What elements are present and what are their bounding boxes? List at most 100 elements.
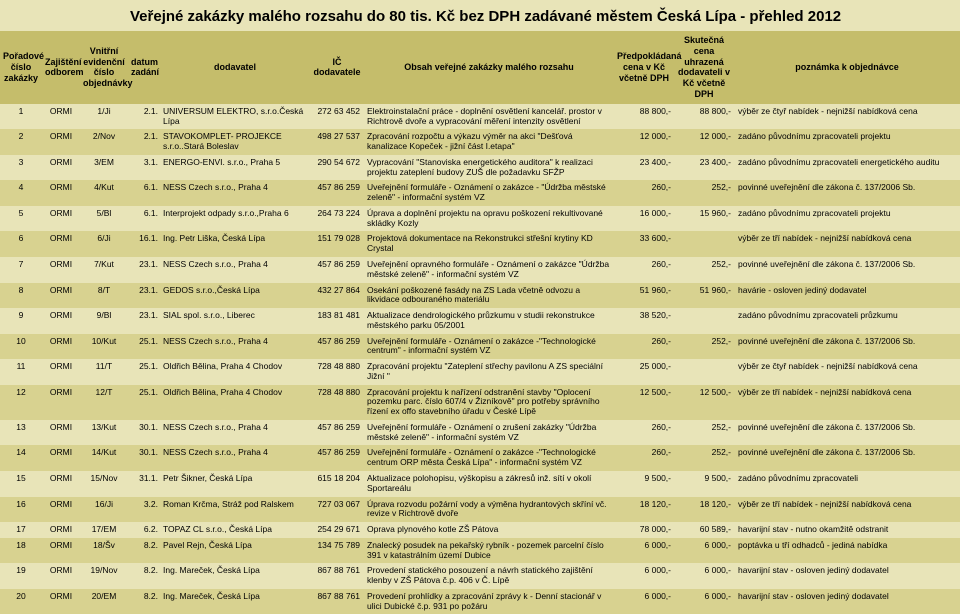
cell-supplier: Ing. Petr Liška, Česká Lípa	[160, 231, 310, 257]
cell-num: 16	[0, 497, 42, 523]
cell-price-expected: 12 500,-	[614, 385, 674, 420]
table-row: 10ORMI10/Kut25.1.NESS Czech s.r.o., Prah…	[0, 334, 960, 360]
table-row: 3ORMI3/EM3.1.ENERGO-ENVI. s.r.o., Praha …	[0, 155, 960, 181]
cell-subject: Zpracování projektu k nařízení odstraněn…	[364, 385, 614, 420]
page-title: Veřejné zakázky malého rozsahu do 80 tis…	[0, 0, 960, 31]
cell-date: 3.1.	[128, 155, 160, 181]
cell-price-actual: 252,-	[674, 180, 734, 206]
cell-date: 25.1.	[128, 385, 160, 420]
cell-supplier: Oldřich Bělina, Praha 4 Chodov	[160, 359, 310, 385]
cell-num: 11	[0, 359, 42, 385]
cell-supplier: Ing. Mareček, Česká Lípa	[160, 589, 310, 614]
cell-price-actual: 88 800,-	[674, 104, 734, 130]
cell-note: havárie - osloven jediný dodavatel	[734, 283, 960, 309]
table-row: 17ORMI17/EM6.2.TOPAZ CL s.r.o., Česká Lí…	[0, 522, 960, 538]
cell-date: 25.1.	[128, 359, 160, 385]
cell-supplier: Interprojekt odpady s.r.o.,Praha 6	[160, 206, 310, 232]
cell-price-actual: 12 500,-	[674, 385, 734, 420]
cell-note: povinné uveřejnění dle zákona č. 137/200…	[734, 180, 960, 206]
cell-price-expected: 38 520,-	[614, 308, 674, 334]
cell-ref: 13/Kut	[80, 420, 128, 446]
cell-ref: 11/T	[80, 359, 128, 385]
cell-subject: Provedení prohlídky a zpracování zprávy …	[364, 589, 614, 614]
col-ico: IČ dodavatele	[310, 31, 364, 104]
cell-date: 23.1.	[128, 283, 160, 309]
cell-subject: Vypracování "Stanoviska energetického au…	[364, 155, 614, 181]
cell-price-actual: 252,-	[674, 420, 734, 446]
table-row: 12ORMI12/T25.1.Oldřich Bělina, Praha 4 C…	[0, 385, 960, 420]
cell-date: 8.2.	[128, 563, 160, 589]
cell-dept: ORMI	[42, 206, 80, 232]
cell-date: 6.2.	[128, 522, 160, 538]
cell-ref: 1/Ji	[80, 104, 128, 130]
table-row: 6ORMI6/Ji16.1.Ing. Petr Liška, Česká Líp…	[0, 231, 960, 257]
cell-ref: 19/Nov	[80, 563, 128, 589]
cell-supplier: NESS Czech s.r.o., Praha 4	[160, 257, 310, 283]
cell-num: 10	[0, 334, 42, 360]
cell-dept: ORMI	[42, 471, 80, 497]
cell-subject: Úprava rozvodu požární vody a výměna hyd…	[364, 497, 614, 523]
cell-note: výběr ze tří nabídek - nejnižší nabídkov…	[734, 231, 960, 257]
cell-note: povinné uveřejnění dle zákona č. 137/200…	[734, 257, 960, 283]
cell-date: 2.1.	[128, 129, 160, 155]
cell-subject: Uveřejnění formuláře - Oznámení o zakázc…	[364, 180, 614, 206]
cell-subject: Uveřejnění formuláře - Oznámení o zakázc…	[364, 334, 614, 360]
cell-supplier: SIAL spol. s.r.o., Liberec	[160, 308, 310, 334]
cell-supplier: TOPAZ CL s.r.o., Česká Lípa	[160, 522, 310, 538]
cell-ref: 8/T	[80, 283, 128, 309]
cell-note: zadáno původnímu zpracovateli projektu	[734, 206, 960, 232]
cell-subject: Uveřejnění opravného formuláře - Oznámen…	[364, 257, 614, 283]
cell-subject: Provedení statického posouzení a návrh s…	[364, 563, 614, 589]
cell-subject: Zpracování rozpočtu a výkazu výměr na ak…	[364, 129, 614, 155]
cell-note: zadáno původnímu zpracovateli projektu	[734, 129, 960, 155]
cell-price-expected: 78 000,-	[614, 522, 674, 538]
cell-dept: ORMI	[42, 155, 80, 181]
cell-price-expected: 51 960,-	[614, 283, 674, 309]
cell-num: 12	[0, 385, 42, 420]
table-row: 16ORMI16/Ji3.2.Roman Krčma, Stráž pod Ra…	[0, 497, 960, 523]
cell-ico: 728 48 880	[310, 359, 364, 385]
cell-supplier: Ing. Mareček, Česká Lípa	[160, 563, 310, 589]
table-row: 1ORMI1/Ji2.1.UNIVERSUM ELEKTRO, s.r.o.Če…	[0, 104, 960, 130]
cell-ico: 457 86 259	[310, 180, 364, 206]
cell-supplier: Oldřich Bělina, Praha 4 Chodov	[160, 385, 310, 420]
cell-price-actual: 51 960,-	[674, 283, 734, 309]
cell-price-expected: 23 400,-	[614, 155, 674, 181]
cell-price-expected: 16 000,-	[614, 206, 674, 232]
cell-price-expected: 25 000,-	[614, 359, 674, 385]
cell-dept: ORMI	[42, 589, 80, 614]
cell-date: 2.1.	[128, 104, 160, 130]
contracts-table: Pořadové číslo zakázky Zajištění odborem…	[0, 31, 960, 614]
cell-price-actual: 60 589,-	[674, 522, 734, 538]
cell-ico: 264 73 224	[310, 206, 364, 232]
cell-dept: ORMI	[42, 497, 80, 523]
cell-note: zadáno původnímu zpracovateli průzkumu	[734, 308, 960, 334]
cell-price-actual	[674, 308, 734, 334]
cell-dept: ORMI	[42, 308, 80, 334]
cell-supplier: NESS Czech s.r.o., Praha 4	[160, 334, 310, 360]
cell-num: 15	[0, 471, 42, 497]
cell-ref: 2/Nov	[80, 129, 128, 155]
cell-date: 23.1.	[128, 308, 160, 334]
cell-date: 30.1.	[128, 445, 160, 471]
col-num: Pořadové číslo zakázky	[0, 31, 42, 104]
cell-num: 7	[0, 257, 42, 283]
cell-date: 8.2.	[128, 589, 160, 614]
cell-num: 2	[0, 129, 42, 155]
col-supplier: dodavatel	[160, 31, 310, 104]
cell-date: 6.1.	[128, 180, 160, 206]
cell-ico: 457 86 259	[310, 257, 364, 283]
cell-ico: 615 18 204	[310, 471, 364, 497]
cell-price-actual: 252,-	[674, 445, 734, 471]
cell-num: 9	[0, 308, 42, 334]
cell-price-expected: 260,-	[614, 334, 674, 360]
col-note: poznámka k objednávce	[734, 31, 960, 104]
cell-date: 6.1.	[128, 206, 160, 232]
cell-num: 8	[0, 283, 42, 309]
cell-dept: ORMI	[42, 359, 80, 385]
cell-ico: 134 75 789	[310, 538, 364, 564]
cell-price-actual: 9 500,-	[674, 471, 734, 497]
cell-price-expected: 9 500,-	[614, 471, 674, 497]
cell-ico: 457 86 259	[310, 420, 364, 446]
col-price2: Skutečná cena uhrazená dodavateli v Kč v…	[674, 31, 734, 104]
